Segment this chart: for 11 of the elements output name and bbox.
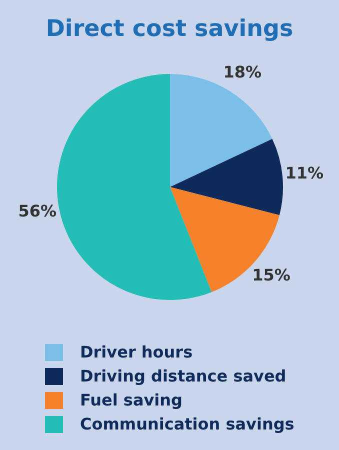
- legend-label: Driver hours: [80, 342, 193, 362]
- data-label: 15%: [252, 266, 290, 285]
- pie-slice: [170, 138, 283, 216]
- chart-title: Direct cost savings: [46, 16, 294, 42]
- data-label: 11%: [285, 164, 324, 183]
- legend-label: Communication savings: [80, 414, 294, 434]
- pie-slice: [57, 74, 212, 300]
- legend-label: Driving distance saved: [80, 366, 286, 386]
- data-label: 18%: [223, 62, 262, 82]
- legend-label: Fuel saving: [80, 390, 183, 410]
- data-label: 56%: [18, 202, 57, 221]
